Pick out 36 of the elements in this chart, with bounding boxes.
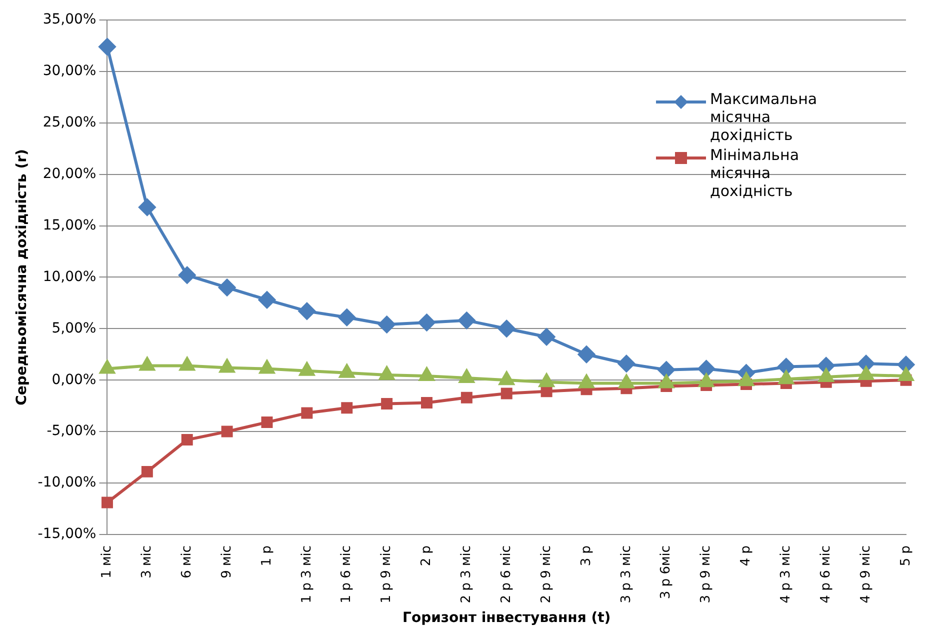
y-tick-label: -15,00% bbox=[38, 526, 96, 542]
y-tick-label: 30,00% bbox=[42, 63, 96, 80]
x-tick-label: 1 р 9 міс bbox=[379, 545, 394, 604]
x-tick-label: 2 р 3 міс bbox=[459, 545, 474, 604]
x-tick-label: 1 р bbox=[259, 545, 274, 566]
x-tick-label: 4 р bbox=[738, 545, 754, 566]
y-tick-label: -10,00% bbox=[38, 474, 96, 491]
legend-label: Мінімальна місячна дохідність bbox=[710, 146, 800, 200]
y-tick-label: 20,00% bbox=[42, 166, 96, 182]
y-tick-label: -5,00% bbox=[46, 423, 96, 440]
x-tick-label: 4 р 9 міс bbox=[858, 545, 874, 604]
y-tick-label: 0,00% bbox=[52, 372, 96, 388]
y-tick-label: 35,00% bbox=[42, 12, 96, 28]
y-tick-label: 5,00% bbox=[52, 320, 96, 336]
y-tick-label: 25,00% bbox=[42, 114, 96, 131]
y-axis-title: Середньомісячна дохідність (r) bbox=[14, 149, 30, 406]
y-tick-label: 10,00% bbox=[42, 268, 96, 285]
x-tick-label: 3 р 3 міс bbox=[618, 545, 634, 604]
x-tick-label: 9 міс bbox=[219, 545, 234, 578]
x-tick-label: 5 р bbox=[898, 545, 914, 566]
x-tick-label: 2 р 6 міс bbox=[498, 545, 514, 604]
x-tick-label: 3 р 9 міс bbox=[698, 545, 714, 604]
x-tick-label: 1 р 6 міс bbox=[339, 545, 354, 604]
x-tick-label: 3 р bbox=[578, 545, 594, 566]
x-tick-label: 2 р 9 міс bbox=[538, 545, 554, 604]
x-tick-label: 1 міс bbox=[100, 545, 115, 578]
legend-label: Максимальна місячна дохідність bbox=[710, 90, 818, 144]
y-tick-label: 15,00% bbox=[42, 217, 96, 234]
x-tick-label: 2 р bbox=[419, 545, 434, 566]
x-tick-label: 3 р 6міс bbox=[658, 545, 674, 600]
x-tick-label: 4 р 3 міс bbox=[778, 545, 794, 604]
x-tick-label: 3 міс bbox=[140, 545, 155, 578]
x-tick-label: 6 міс bbox=[179, 545, 194, 578]
x-axis-title: Горизонт інвестування (t) bbox=[402, 610, 611, 626]
x-tick-label: 1 р 3 міс bbox=[299, 545, 314, 604]
x-tick-label: 4 р 6 міс bbox=[818, 545, 834, 604]
